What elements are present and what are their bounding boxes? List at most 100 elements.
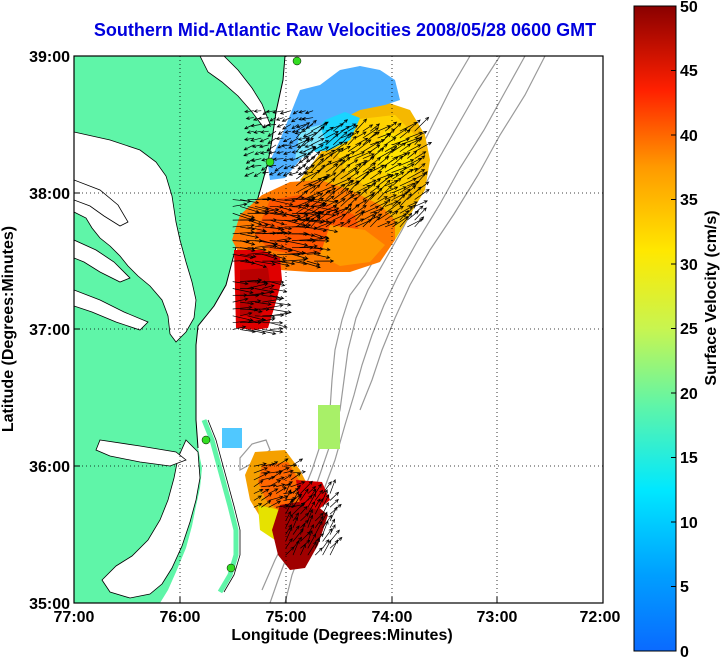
velocity-arrow: [297, 137, 306, 141]
velocity-arrow: [370, 170, 383, 180]
velocity-arrow: [232, 202, 248, 207]
velocity-arrow: [322, 501, 329, 515]
velocity-arrow: [314, 239, 330, 243]
velocity-arrow: [291, 223, 312, 228]
x-tick-label: 72:00: [580, 609, 621, 626]
velocity-arrow: [392, 205, 404, 214]
velocity-arrow: [296, 144, 306, 149]
velocity-arrow: [314, 212, 337, 217]
velocity-arrow: [325, 163, 339, 173]
velocity-arrow: [262, 321, 284, 325]
velocity-arrow: [332, 119, 349, 132]
velocity-arrow: [370, 138, 386, 146]
velocity-arrow: [384, 121, 398, 132]
velocity-arrow: [295, 124, 306, 129]
velocity-arrow: [414, 141, 433, 153]
velocity-arrow: [355, 131, 367, 139]
velocity-arrow: [355, 159, 368, 166]
velocity-arrow: [285, 513, 293, 528]
colorbar: [633, 5, 677, 652]
colorbar-tick-label: 20: [680, 386, 698, 403]
velocity-arrow: [232, 315, 254, 322]
velocity-arrow: [260, 165, 269, 171]
velocity-arrow: [288, 144, 299, 149]
velocity-arrow: [314, 219, 331, 224]
velocity-arrow: [253, 480, 264, 488]
velocity-arrow: [247, 219, 263, 226]
velocity-arrow: [362, 127, 379, 139]
velocity-arrow: [340, 145, 351, 153]
colorbar-tick-label: 10: [680, 515, 698, 532]
velocity-arrow: [240, 247, 256, 252]
velocity-arrow: [259, 151, 269, 155]
velocity-arrow: [362, 153, 375, 159]
velocity-arrow: [262, 329, 284, 334]
station-marker: [265, 157, 275, 167]
velocity-arrow: [291, 124, 299, 130]
velocity-arrow: [384, 201, 402, 214]
velocity-arrow: [240, 240, 256, 246]
velocity-arrow: [261, 470, 271, 475]
velocity-arrow: [254, 315, 276, 319]
velocity-arrow: [414, 173, 427, 180]
velocity-arrow: [399, 137, 420, 146]
velocity-arrow: [414, 155, 426, 166]
velocity-arrow: [254, 301, 272, 306]
velocity-arrow: [254, 223, 269, 228]
velocity-arrow: [347, 191, 362, 200]
velocity-arrow: [232, 223, 255, 228]
velocity-arrow: [347, 197, 358, 207]
velocity-arrow: [314, 483, 322, 494]
velocity-arrow: [322, 493, 330, 508]
velocity-arrow: [262, 253, 278, 260]
velocity-arrow: [246, 130, 254, 134]
velocity-arrow: [377, 179, 391, 193]
velocity-arrow: [292, 110, 299, 115]
velocity-arrow: [414, 130, 428, 139]
velocity-arrow: [262, 303, 284, 310]
velocity-arrow: [304, 144, 314, 149]
y-tick-label: 38:00: [29, 186, 70, 203]
velocity-arrow: [268, 461, 279, 467]
velocity-arrow: [314, 226, 339, 233]
velocity-arrow: [254, 219, 275, 227]
velocity-arrow: [254, 260, 276, 266]
delaware-bay: [199, 56, 271, 129]
velocity-arrow: [355, 211, 364, 221]
velocity-arrow: [253, 503, 263, 508]
velocity-arrow: [240, 253, 257, 259]
velocity-arrow: [370, 196, 388, 207]
velocity-arrow: [407, 144, 422, 153]
velocity-arrow: [306, 233, 324, 240]
y-tick-label: 37:00: [29, 322, 70, 339]
velocity-arrow: [407, 169, 426, 180]
velocity-arrow: [362, 166, 376, 180]
velocity-arrow: [347, 159, 359, 166]
chart-title: Southern Mid-Atlantic Raw Velocities 200…: [93, 20, 597, 40]
velocity-arrow: [290, 481, 306, 488]
velocity-arrow: [292, 491, 299, 501]
velocity-arrow: [407, 119, 421, 132]
velocity-arrow: [247, 329, 267, 335]
velocity-arrow: [292, 536, 303, 549]
velocity-arrow: [362, 179, 377, 187]
velocity-arrow: [247, 315, 266, 322]
y-tick-labels: 39:00 38:00 37:00 36:00 35:00: [29, 49, 70, 613]
velocity-arrow: [275, 487, 287, 494]
chesapeake-bay: [74, 131, 197, 343]
velocity-arrow: [247, 250, 272, 255]
velocity-arrow: [310, 138, 325, 146]
velocity-arrow: [269, 117, 277, 122]
velocity-arrow: [258, 144, 269, 149]
station-marker: [226, 563, 236, 573]
velocity-arrow: [275, 150, 284, 155]
velocity-arrow: [355, 139, 372, 153]
velocity-arrow: [297, 171, 306, 176]
velocity-arrow: [314, 547, 323, 556]
velocity-arrow: [304, 137, 314, 142]
velocity-arrow: [392, 171, 405, 180]
velocity-arrow: [307, 508, 313, 522]
velocity-arrow: [304, 110, 314, 115]
velocity-arrow: [243, 137, 254, 142]
velocity-arrow: [251, 144, 262, 148]
